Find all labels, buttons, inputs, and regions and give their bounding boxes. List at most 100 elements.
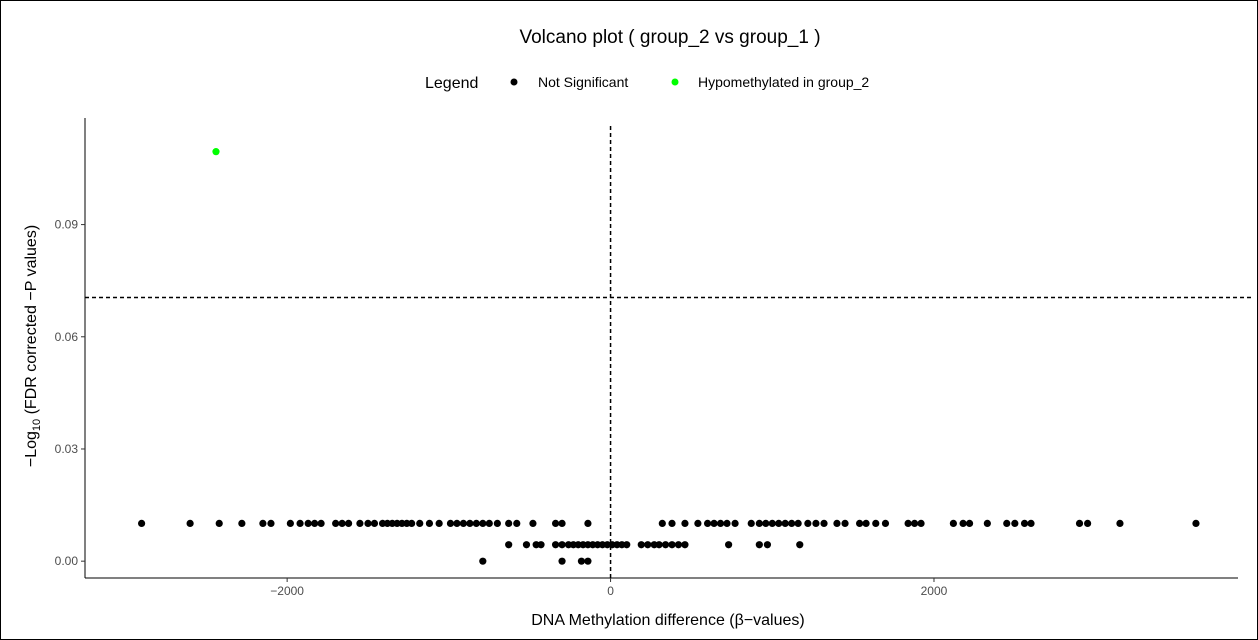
data-point [317,519,325,527]
x-tick-label: 0 [607,584,614,598]
data-point [505,541,513,549]
data-point [855,519,864,527]
data-point [716,519,725,527]
data-point [558,557,566,565]
data-point [493,519,501,527]
data-point [446,519,455,527]
data-point [788,519,796,527]
data-point [820,519,828,527]
data-point [904,519,912,527]
data-point [644,541,652,549]
data-point [862,519,870,527]
data-point [137,519,146,527]
data-point [1027,519,1035,527]
data-point [1116,519,1124,527]
data-point [537,541,545,549]
y-axis-title-suffix: (FDR corrected −P values) [23,225,40,419]
data-point [949,519,957,527]
data-point [529,519,537,527]
data-point [694,519,702,527]
data-point [558,541,566,549]
data-point [453,519,461,527]
data-point [238,519,246,527]
data-point [466,519,474,527]
data-point [804,519,812,527]
y-tick-label: 0.09 [55,218,79,232]
data-point [212,148,220,156]
legend-marker-hypomethylated [671,78,679,86]
data-point [731,519,739,527]
data-point [959,519,967,527]
data-point [674,541,683,549]
legend-label-hypomethylated: Hypomethylated in group_2 [698,74,869,90]
data-point [577,557,586,565]
data-point [768,519,776,527]
data-point [522,541,531,549]
data-point [781,519,789,527]
data-point [658,519,666,527]
data-point [723,519,731,527]
data-point [703,519,712,527]
data-point [681,541,689,549]
data-point [794,519,802,527]
data-point [296,519,304,527]
data-point [558,519,566,527]
data-point [637,541,645,549]
data-point [356,519,364,527]
data-point [304,519,312,527]
axes: −2000 0 2000 0.00 0.03 0.06 0.09 [55,118,1238,598]
x-tick-label: 2000 [921,584,948,598]
y-axis-title: −Log10 (FDR corrected −P values) [23,225,43,467]
data-point [435,519,443,527]
series-not-significant [137,519,1200,565]
data-point [763,541,772,549]
data-point [267,519,275,527]
data-point [661,541,670,549]
data-point [259,519,267,527]
data-point [370,519,379,527]
data-point [364,519,372,527]
data-point [408,519,416,527]
data-point [668,541,676,549]
data-point [841,519,849,527]
data-point [1020,519,1029,527]
data-point [186,519,194,527]
data-point [623,541,631,549]
data-point [872,519,880,527]
legend-marker-not-significant [510,78,518,86]
data-point [215,519,223,527]
data-point [681,519,689,527]
data-point [755,519,763,527]
data-point [747,519,755,527]
data-point [1011,519,1019,527]
data-point [479,519,487,527]
data-point [881,519,890,527]
data-point [755,541,763,549]
data-point [485,519,493,527]
data-point [551,519,560,527]
x-tick-label: −2000 [270,584,304,598]
y-tick-label: 0.03 [55,442,79,456]
data-point [655,541,663,549]
x-axis-title: DNA Methylation difference (β−values) [531,612,804,629]
data-point [551,541,560,549]
data-point [833,519,841,527]
reference-lines [85,126,1252,578]
data-point [965,519,974,527]
data-point [286,519,294,527]
data-point [725,541,733,549]
data-point [910,519,919,527]
legend: Legend Not Significant Hypomethylated in… [425,74,869,92]
data-point [472,519,480,527]
data-point [584,557,592,565]
data-point [710,519,718,527]
data-point [812,519,820,527]
data-point [344,519,353,527]
data-point [479,557,487,565]
y-tick-label: 0.06 [55,330,79,344]
data-point [1003,519,1011,527]
data-point [332,519,340,527]
data-point [1192,519,1200,527]
